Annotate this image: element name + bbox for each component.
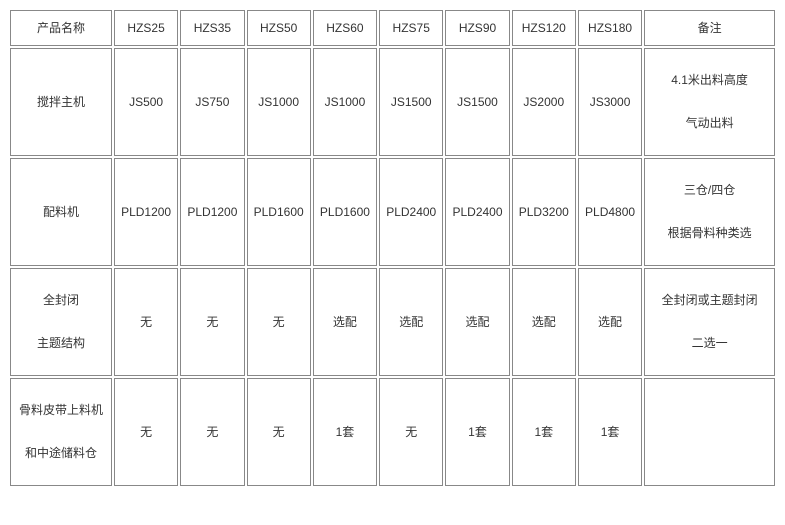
header-model: HZS90 [445, 10, 509, 46]
table-cell: 选配 [379, 268, 443, 376]
table-cell: 无 [114, 268, 178, 376]
table-cell: JS2000 [512, 48, 576, 156]
row-remark: 4.1米出料高度 气动出料 [644, 48, 775, 156]
table-cell: 无 [379, 378, 443, 486]
row-name-line: 和中途储料仓 [13, 445, 109, 462]
table-cell: PLD4800 [578, 158, 642, 266]
header-remark: 备注 [644, 10, 775, 46]
table-cell: 无 [180, 268, 244, 376]
header-name: 产品名称 [10, 10, 112, 46]
table-cell: 1套 [445, 378, 509, 486]
table-cell: 1套 [512, 378, 576, 486]
table-cell: PLD1600 [247, 158, 311, 266]
table-row: 骨料皮带上料机 和中途储料仓 无 无 无 1套 无 1套 1套 1套 [10, 378, 775, 486]
table-cell: JS3000 [578, 48, 642, 156]
table-cell: 无 [247, 268, 311, 376]
remark-line: 二选一 [647, 335, 772, 352]
table-cell: 无 [114, 378, 178, 486]
row-name: 全封闭 主题结构 [10, 268, 112, 376]
header-model: HZS75 [379, 10, 443, 46]
table-cell: 选配 [578, 268, 642, 376]
remark-line: 根据骨料种类选 [647, 225, 772, 242]
table-cell: JS750 [180, 48, 244, 156]
table-cell: 1套 [578, 378, 642, 486]
table-row: 搅拌主机 JS500 JS750 JS1000 JS1000 JS1500 JS… [10, 48, 775, 156]
table-cell: JS1500 [379, 48, 443, 156]
table-cell: JS1000 [313, 48, 377, 156]
row-remark: 全封闭或主题封闭 二选一 [644, 268, 775, 376]
row-name-line: 全封闭 [13, 292, 109, 309]
table-cell: JS1000 [247, 48, 311, 156]
row-name-line: 骨料皮带上料机 [13, 402, 109, 419]
header-model: HZS35 [180, 10, 244, 46]
table-cell: 选配 [512, 268, 576, 376]
row-name-line: 配料机 [13, 204, 109, 221]
remark-line: 4.1米出料高度 [647, 72, 772, 89]
remark-line: 全封闭或主题封闭 [647, 292, 772, 309]
row-remark [644, 378, 775, 486]
remark-line: 气动出料 [647, 115, 772, 132]
table-cell: 无 [180, 378, 244, 486]
row-name-line: 主题结构 [13, 335, 109, 352]
table-cell: 无 [247, 378, 311, 486]
header-model: HZS50 [247, 10, 311, 46]
table-cell: JS1500 [445, 48, 509, 156]
header-model: HZS60 [313, 10, 377, 46]
header-model: HZS120 [512, 10, 576, 46]
row-name: 骨料皮带上料机 和中途储料仓 [10, 378, 112, 486]
table-cell: PLD2400 [445, 158, 509, 266]
table-cell: PLD1200 [180, 158, 244, 266]
table-cell: PLD3200 [512, 158, 576, 266]
table-cell: 选配 [445, 268, 509, 376]
row-remark: 三仓/四仓 根据骨料种类选 [644, 158, 775, 266]
table-cell: 1套 [313, 378, 377, 486]
header-model: HZS25 [114, 10, 178, 46]
spec-table: 产品名称 HZS25 HZS35 HZS50 HZS60 HZS75 HZS90… [8, 8, 777, 488]
row-name: 搅拌主机 [10, 48, 112, 156]
table-cell: PLD2400 [379, 158, 443, 266]
row-name-line: 搅拌主机 [13, 94, 109, 111]
table-row: 配料机 PLD1200 PLD1200 PLD1600 PLD1600 PLD2… [10, 158, 775, 266]
table-cell: PLD1600 [313, 158, 377, 266]
table-row: 全封闭 主题结构 无 无 无 选配 选配 选配 选配 选配 全封闭或主题封闭 二… [10, 268, 775, 376]
header-model: HZS180 [578, 10, 642, 46]
table-cell: JS500 [114, 48, 178, 156]
row-name: 配料机 [10, 158, 112, 266]
table-cell: PLD1200 [114, 158, 178, 266]
remark-line: 三仓/四仓 [647, 182, 772, 199]
table-header-row: 产品名称 HZS25 HZS35 HZS50 HZS60 HZS75 HZS90… [10, 10, 775, 46]
table-cell: 选配 [313, 268, 377, 376]
